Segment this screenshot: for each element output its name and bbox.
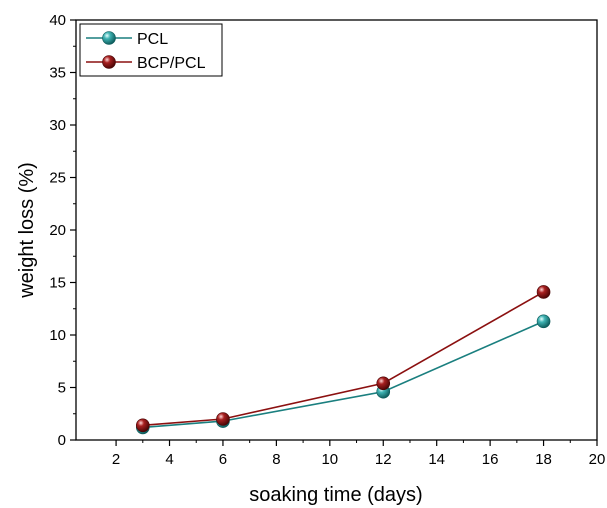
data-point-bcp-pcl-3 (135, 418, 150, 433)
x-axis-title: soaking time (days) (249, 484, 422, 506)
legend-box (79, 23, 223, 77)
legend-label-pcl: PCL (137, 31, 168, 48)
y-tick-label-15: 15 (49, 275, 66, 292)
series-line-pcl (142, 320, 544, 429)
legend-marker-bcp-pcl (102, 55, 116, 69)
x-tick-label-10: 10 (321, 451, 338, 468)
y-tick-label-10: 10 (49, 327, 66, 344)
x-tick-label-12: 12 (375, 451, 392, 468)
y-tick-label-25: 25 (49, 170, 66, 187)
y-tick-label-40: 40 (49, 12, 66, 29)
x-tick-label-16: 16 (482, 451, 499, 468)
plot-frame (75, 19, 598, 441)
y-tick-label-30: 30 (49, 117, 66, 134)
data-point-bcp-pcl-6 (216, 412, 230, 426)
data-point-pcl-18 (536, 314, 551, 329)
y-tick-label-20: 20 (49, 222, 66, 239)
y-axis-ticks: 0 5 10 15 20 25 30 35 40 (49, 12, 76, 449)
y-tick-label-0: 0 (58, 432, 66, 449)
legend-marker-pcl (102, 31, 116, 45)
series-layer (135, 285, 551, 435)
x-tick-label-8: 8 (272, 451, 280, 468)
y-tick-label-5: 5 (58, 380, 66, 397)
y-axis-title: weight loss (%) (16, 162, 38, 299)
y-tick-label-35: 35 (49, 65, 66, 82)
x-tick-label-2: 2 (112, 451, 120, 468)
x-tick-label-6: 6 (219, 451, 227, 468)
data-point-bcp-pcl-18 (536, 285, 551, 299)
x-tick-label-4: 4 (165, 451, 173, 468)
x-axis-ticks: 2 4 6 8 10 12 14 16 18 20 (112, 440, 605, 468)
series-line-bcp-pcl (142, 291, 544, 427)
x-tick-label-14: 14 (428, 451, 445, 468)
data-point-bcp-pcl-12 (376, 376, 391, 391)
x-tick-label-18: 18 (535, 451, 552, 468)
legend-label-bcp-pcl: BCP/PCL (137, 55, 206, 72)
legend: PCL BCP/PCL (79, 23, 223, 77)
x-tick-label-20: 20 (589, 451, 606, 468)
